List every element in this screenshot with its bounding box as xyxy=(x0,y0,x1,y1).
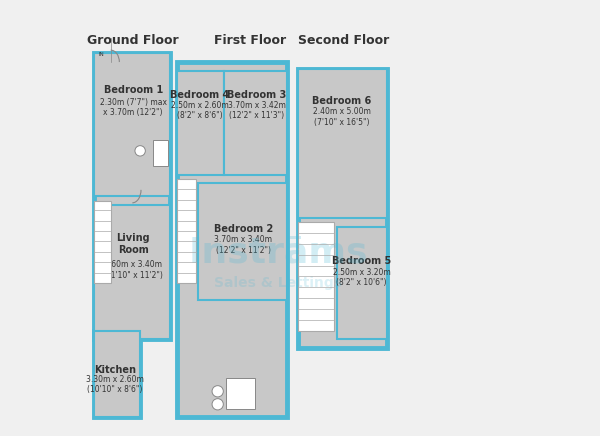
Text: First Floor: First Floor xyxy=(214,34,286,47)
Text: 3.60m x 3.40m
(11'10" x 11'2"): 3.60m x 3.40m (11'10" x 11'2") xyxy=(103,260,163,279)
Text: Second Floor: Second Floor xyxy=(298,34,389,47)
FancyBboxPatch shape xyxy=(224,71,287,175)
Text: Living
Room: Living Room xyxy=(116,233,150,255)
FancyBboxPatch shape xyxy=(337,227,386,339)
Circle shape xyxy=(212,386,223,397)
Circle shape xyxy=(135,146,145,156)
FancyBboxPatch shape xyxy=(298,222,334,330)
Text: Sales & Lettings: Sales & Lettings xyxy=(214,276,343,290)
Text: 3.70m x 3.40m
(12'2" x 11'2"): 3.70m x 3.40m (12'2" x 11'2") xyxy=(214,235,272,255)
FancyBboxPatch shape xyxy=(94,53,170,196)
Text: Bedroom 3: Bedroom 3 xyxy=(227,89,286,99)
FancyBboxPatch shape xyxy=(94,330,140,417)
FancyBboxPatch shape xyxy=(153,140,168,166)
Text: Bedroom 5: Bedroom 5 xyxy=(332,256,391,266)
FancyBboxPatch shape xyxy=(226,378,254,409)
Text: Bedroom 1: Bedroom 1 xyxy=(104,85,163,95)
Text: Instrāms: Instrāms xyxy=(188,235,368,269)
Text: 2.50m x 2.60m
(8'2" x 8'6"): 2.50m x 2.60m (8'2" x 8'6") xyxy=(170,101,229,120)
Text: Kitchen: Kitchen xyxy=(94,364,136,375)
Text: Ground Floor: Ground Floor xyxy=(88,34,179,47)
FancyBboxPatch shape xyxy=(94,330,140,417)
FancyBboxPatch shape xyxy=(298,68,386,348)
Circle shape xyxy=(212,399,223,410)
FancyBboxPatch shape xyxy=(176,179,196,283)
FancyBboxPatch shape xyxy=(94,53,170,339)
FancyBboxPatch shape xyxy=(198,184,287,300)
Text: IN: IN xyxy=(99,51,105,57)
FancyBboxPatch shape xyxy=(176,71,224,175)
FancyBboxPatch shape xyxy=(94,201,110,283)
FancyBboxPatch shape xyxy=(94,205,170,339)
Text: Bedroom 2: Bedroom 2 xyxy=(214,224,273,234)
FancyBboxPatch shape xyxy=(298,68,386,218)
Text: 2.50m x 3.20m
(8'2" x 10'6"): 2.50m x 3.20m (8'2" x 10'6") xyxy=(332,268,391,287)
Text: Bedroom 6: Bedroom 6 xyxy=(313,96,371,106)
Text: 3.70m x 3.42m
(12'2" x 11'3"): 3.70m x 3.42m (12'2" x 11'3") xyxy=(228,101,286,120)
Text: 2.30m (7'7") max
x 3.70m (12'2"): 2.30m (7'7") max x 3.70m (12'2") xyxy=(100,98,167,117)
Text: Bedroom 4: Bedroom 4 xyxy=(170,89,229,99)
FancyBboxPatch shape xyxy=(176,62,287,417)
Text: 2.40m x 5.00m
(7'10" x 16'5"): 2.40m x 5.00m (7'10" x 16'5") xyxy=(313,107,371,127)
Text: 3.30m x 2.60m
(10'10" x 8'6"): 3.30m x 2.60m (10'10" x 8'6") xyxy=(86,375,144,395)
